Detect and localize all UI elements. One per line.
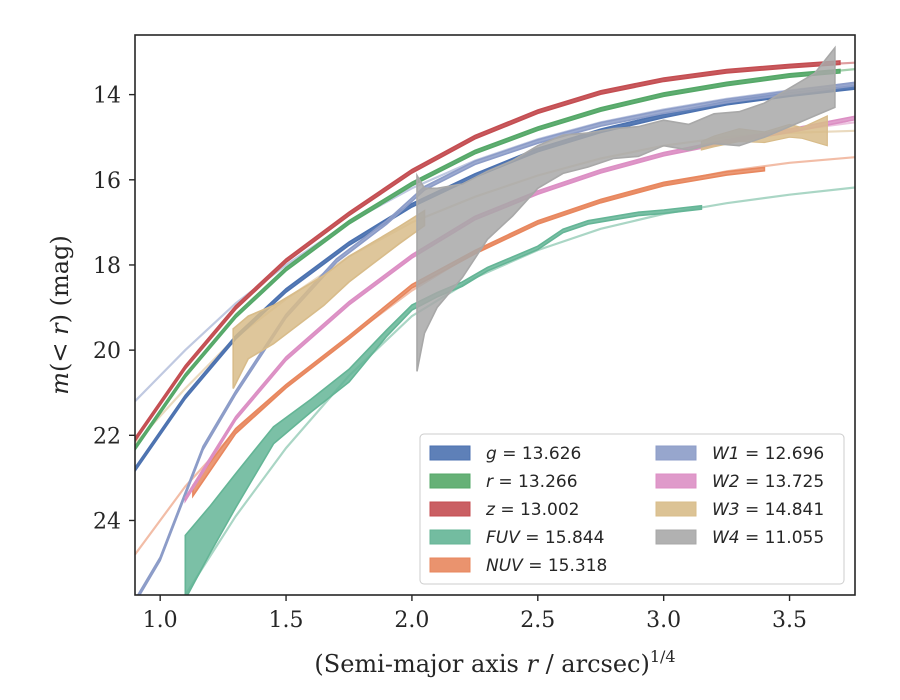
data-band-4 bbox=[192, 166, 766, 499]
x-tick-label: 2.5 bbox=[520, 608, 555, 633]
model-curve-3 bbox=[184, 186, 855, 595]
legend-label: W1 = 12.696 bbox=[712, 444, 824, 464]
legend-swatch bbox=[655, 445, 697, 461]
legend-swatch bbox=[655, 529, 697, 545]
x-tick-label: 3.5 bbox=[772, 608, 807, 633]
x-tick-label: 1.5 bbox=[269, 608, 304, 633]
series-layer bbox=[135, 45, 855, 595]
data-band-8 bbox=[416, 45, 836, 372]
data-band-0 bbox=[135, 84, 855, 473]
data-band-1 bbox=[135, 68, 841, 452]
x-axis-label: (Semi-major axis r / arcsec)1/4 bbox=[314, 647, 675, 678]
legend-label: r = 13.266 bbox=[486, 472, 578, 492]
x-tick-label: 2.0 bbox=[394, 608, 429, 633]
y-tick-label: 14 bbox=[93, 84, 121, 109]
legend-label: W2 = 13.725 bbox=[712, 472, 824, 492]
legend-swatch bbox=[655, 473, 697, 489]
legend-swatch bbox=[429, 473, 471, 489]
y-tick-label: 24 bbox=[93, 509, 121, 534]
data-band-3 bbox=[184, 204, 703, 595]
y-tick-label: 22 bbox=[93, 424, 121, 449]
legend-label: g = 13.626 bbox=[486, 444, 581, 464]
legend-label: NUV = 15.318 bbox=[486, 556, 607, 576]
legend: g = 13.626 r = 13.266 z = 13.002 FUV = 15.8… bbox=[419, 433, 845, 585]
legend-swatch bbox=[429, 529, 471, 545]
legend-box bbox=[419, 433, 845, 585]
y-axis-label: m(< r) (mag) bbox=[46, 235, 74, 395]
y-tick-label: 16 bbox=[93, 169, 121, 194]
legend-swatch bbox=[429, 557, 471, 573]
legend-label: W3 = 14.841 bbox=[712, 500, 824, 520]
legend-label: FUV = 15.844 bbox=[486, 528, 604, 548]
tick-layer: 1.0 1.5 2.0 2.5 3.0 3.5 14 16 18 20 22 24 bbox=[93, 84, 807, 633]
legend-swatch bbox=[429, 501, 471, 517]
data-band-6 bbox=[184, 115, 855, 504]
y-tick-label: 18 bbox=[93, 254, 121, 279]
legend-label: W4 = 11.055 bbox=[712, 528, 824, 548]
legend-label: z = 13.002 bbox=[485, 500, 579, 520]
data-band-2 bbox=[135, 60, 841, 443]
legend-swatch bbox=[429, 445, 471, 461]
y-tick-label: 20 bbox=[93, 339, 121, 364]
x-tick-label: 3.0 bbox=[646, 608, 681, 633]
x-tick-label: 1.0 bbox=[143, 608, 178, 633]
plot-frame bbox=[134, 34, 856, 596]
legend-swatch bbox=[655, 501, 697, 517]
